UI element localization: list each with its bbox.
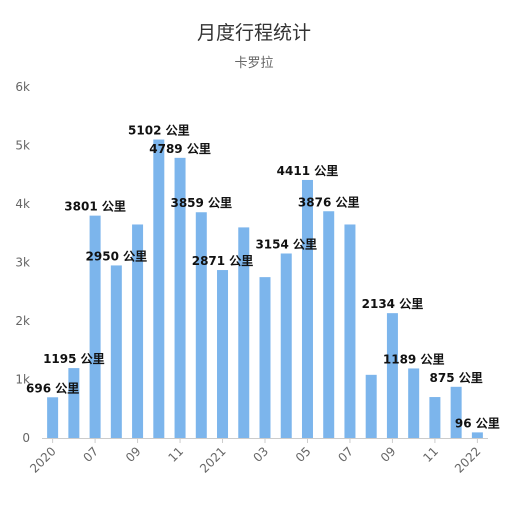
data-label: 2871 公里: [192, 253, 254, 268]
bar: [344, 224, 356, 438]
x-tick-label: 05: [293, 444, 314, 465]
bar: [259, 277, 271, 439]
data-label: 3154 公里: [255, 236, 317, 251]
bar: [471, 432, 483, 438]
data-label: 5102 公里: [128, 123, 190, 138]
data-label: 4789 公里: [149, 141, 211, 156]
data-label: 875 公里: [430, 370, 483, 385]
y-tick-label: 3k: [15, 256, 30, 270]
x-tick-label: 07: [335, 444, 356, 465]
y-tick-label: 0: [22, 431, 30, 445]
bar: [132, 224, 144, 438]
x-tick-label: 07: [81, 444, 102, 465]
x-tick-label: 09: [378, 444, 399, 465]
x-tick-label: 11: [165, 444, 186, 465]
data-label: 1189 公里: [383, 351, 445, 366]
bar: [110, 265, 122, 438]
x-tick-label: 11: [420, 444, 441, 465]
data-label: 3801 公里: [64, 199, 126, 214]
data-label: 1195 公里: [43, 351, 105, 366]
y-tick-label: 5k: [15, 139, 30, 153]
bar: [280, 253, 292, 438]
data-label: 96 公里: [455, 415, 500, 430]
y-tick-label: 1k: [15, 373, 30, 387]
x-tick-label: 09: [123, 444, 144, 465]
data-label: 2950 公里: [86, 248, 148, 263]
bar: [365, 374, 377, 438]
chart-subtitle: 卡罗拉: [234, 56, 274, 71]
bar: [386, 313, 398, 438]
data-label: 696 公里: [26, 380, 79, 395]
bar: [238, 227, 250, 438]
bar: [301, 179, 313, 438]
data-label: 4411 公里: [277, 163, 339, 178]
bar: [408, 368, 420, 438]
data-label: 3876 公里: [298, 194, 360, 209]
x-tick-label: 03: [250, 444, 271, 465]
y-tick-label: 2k: [15, 314, 30, 328]
bar: [153, 139, 165, 438]
bar: [450, 386, 462, 438]
bar: [429, 397, 441, 438]
data-label: 2134 公里: [362, 296, 424, 311]
bar: [174, 157, 186, 438]
chart-title: 月度行程统计: [196, 22, 311, 44]
bar: [47, 397, 59, 438]
y-tick-label: 6k: [15, 80, 30, 94]
x-tick-label: 2021: [197, 444, 228, 475]
bar: [323, 211, 335, 438]
bar: [217, 270, 229, 438]
y-tick-label: 4k: [15, 197, 30, 211]
bar: [195, 212, 207, 438]
data-label: 3859 公里: [170, 195, 232, 210]
bar: [89, 215, 101, 438]
bar: [68, 368, 80, 438]
x-tick-label: 2020: [27, 444, 58, 475]
x-tick-label: 2022: [452, 444, 483, 475]
